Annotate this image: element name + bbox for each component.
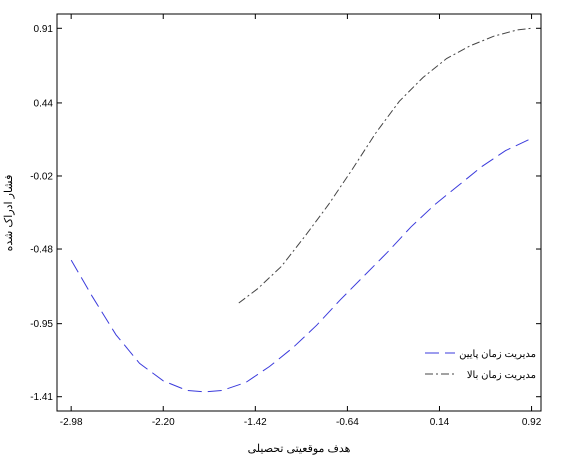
- y-tick-label: 0.44: [34, 98, 54, 109]
- y-tick-label: -0.95: [30, 319, 53, 330]
- x-tick-label: -1.42: [244, 417, 267, 428]
- x-tick-label: -0.64: [336, 417, 359, 428]
- legend: مدیریت زمان پایین مدیریت زمان بالا: [425, 349, 536, 381]
- legend-label-low: مدیریت زمان پایین: [459, 349, 536, 360]
- y-tick-label: -0.48: [30, 245, 53, 256]
- x-axis-label: هدف موقعیتی تحصیلی: [248, 443, 351, 455]
- axis-ticks: -2.98 -2.20 -1.42 -0.64 0.14 0.92 0.91 0.44 -0.0…: [30, 14, 542, 428]
- legend-label-high: مدیریت زمان بالا: [467, 370, 536, 381]
- series-lines: [70, 27, 532, 393]
- x-tick-label: 0.14: [430, 417, 450, 428]
- y-tick-label: -0.02: [30, 171, 53, 182]
- plot-area: [56, 13, 542, 412]
- y-tick-label: 0.91: [34, 24, 54, 35]
- y-tick-label: -1.41: [30, 392, 53, 403]
- series-line-1: [238, 27, 532, 304]
- series-line-0: [70, 139, 530, 393]
- y-axis-label: فشار ادراک شده: [3, 175, 15, 252]
- x-tick-label: -2.98: [60, 417, 83, 428]
- x-tick-label: 0.92: [522, 417, 542, 428]
- x-tick-label: -2.20: [152, 417, 175, 428]
